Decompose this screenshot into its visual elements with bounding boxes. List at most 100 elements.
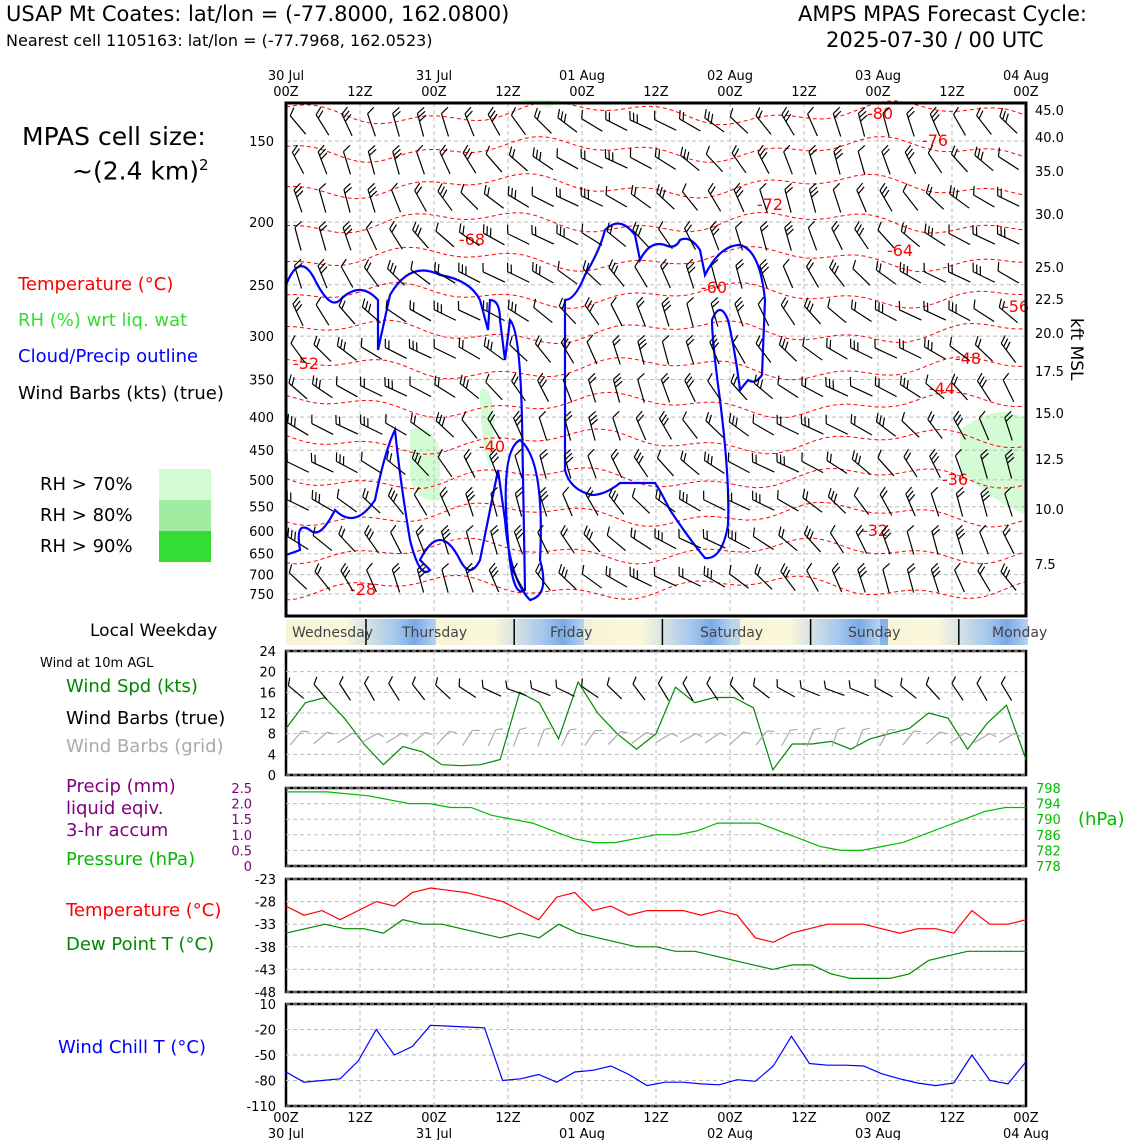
- barb-flag: [338, 416, 341, 426]
- barb-flag: [443, 532, 451, 540]
- barb-staff: [342, 151, 352, 175]
- barb-staff: [654, 575, 677, 587]
- barb-flag: [712, 342, 720, 350]
- barb-flag: [932, 114, 940, 122]
- barb-flag: [856, 182, 864, 191]
- barb-staff: [367, 151, 376, 175]
- wind-barb-4-2: [340, 258, 354, 288]
- barb-flag: [906, 524, 915, 532]
- barb-flag: [562, 338, 569, 347]
- barb-flag: [1001, 301, 1006, 310]
- pres-y-tick-3: 790: [1036, 813, 1061, 828]
- barb-flag: [486, 339, 490, 349]
- wind-barb-2-25: [902, 183, 919, 211]
- barb-flag: [809, 148, 818, 156]
- barb-flag: [711, 224, 719, 232]
- wind-barb-0-18: [729, 108, 749, 134]
- barb-flag: [906, 106, 914, 115]
- barb-flag: [955, 487, 964, 494]
- barb-true-8: [481, 679, 502, 697]
- wind-barb-3-17: [709, 220, 720, 251]
- precip-tick-4: 2.0: [231, 798, 252, 813]
- isotherm-11: [285, 501, 1027, 528]
- barb-staff: [511, 570, 526, 592]
- barb-flag: [386, 450, 390, 460]
- barb-staff: [879, 494, 893, 516]
- barb-flag: [948, 300, 950, 310]
- barb-flag: [660, 372, 668, 381]
- barb-flag: [557, 108, 561, 118]
- barb-flag: [367, 145, 376, 152]
- kft-tick-9: 12.5: [1035, 453, 1064, 468]
- barb-flag: [441, 106, 449, 114]
- wind-barb-8-3: [360, 414, 383, 435]
- wind-barb-7-26: [925, 374, 945, 400]
- wind-barb-3-6: [435, 222, 455, 248]
- barb-staff: [777, 383, 799, 399]
- wind-barb-9-26: [929, 448, 941, 479]
- barb-true-staff: [482, 687, 502, 697]
- wind-barb-12-11: [558, 563, 577, 590]
- wind-barb-9-8: [489, 448, 500, 479]
- barb-staff: [608, 495, 625, 515]
- barb-flag: [655, 489, 658, 499]
- wind-barb-5-5: [409, 300, 432, 322]
- barb-flag: [488, 562, 496, 571]
- wind-barb-3-25: [900, 222, 921, 248]
- barb-flag: [927, 340, 930, 350]
- barb-flag: [442, 528, 450, 536]
- barb-flag: [951, 264, 953, 274]
- barb-flag: [416, 107, 425, 114]
- kft-tick-4: 25.0: [1035, 261, 1064, 276]
- barb-flag: [339, 454, 341, 464]
- barb-staff: [997, 270, 1020, 284]
- barb-flag: [927, 144, 934, 154]
- barb-flag: [311, 375, 315, 385]
- legend-windspd: Wind Spd (kts): [66, 676, 198, 697]
- barb-staff: [709, 227, 720, 251]
- barb-grid-staff: [755, 730, 768, 746]
- barb-flag: [482, 224, 485, 234]
- barb-flag: [901, 411, 906, 421]
- barb-flag: [930, 562, 939, 571]
- wind-barb-1-11: [556, 148, 579, 170]
- barb-flag: [638, 455, 644, 464]
- barb-flag: [782, 258, 790, 267]
- barb-staff: [732, 342, 746, 364]
- chill-y-tick-2: -50: [255, 1049, 276, 1064]
- barb-flag: [879, 486, 886, 495]
- barb-staff: [954, 569, 965, 593]
- barb-flag: [686, 151, 690, 161]
- nearest-cell-subtitle: Nearest cell 1105163: lat/lon = (-77.796…: [6, 31, 433, 50]
- barb-grid-23: [855, 727, 871, 747]
- barb-flag: [776, 414, 778, 424]
- barb-flag: [340, 258, 347, 267]
- barb-grid-7: [462, 729, 480, 746]
- barb-flag: [516, 418, 524, 426]
- wind-y-tick-6: 24: [259, 645, 276, 660]
- bottom-hour-6: 00Z: [717, 1111, 743, 1126]
- barb-flag: [658, 491, 662, 501]
- barb-flag: [636, 452, 642, 461]
- barb-grid-29: [998, 732, 1021, 744]
- barb-staff: [850, 385, 873, 397]
- barb-flag: [658, 221, 664, 230]
- wind-barb-6-1: [313, 335, 332, 362]
- barb-staff: [632, 229, 650, 249]
- temperature-line: [285, 887, 1027, 943]
- barb-flag: [708, 414, 712, 424]
- barb-staff: [364, 532, 379, 554]
- wind-barb-9-21: [801, 452, 824, 474]
- barb-flag: [314, 492, 317, 502]
- barb-flag: [335, 452, 338, 462]
- wind-barb-3-21: [807, 220, 818, 251]
- barb-flag: [683, 149, 687, 159]
- barb-flag: [288, 374, 292, 384]
- barb-flag: [702, 528, 705, 538]
- barb-flag: [661, 262, 669, 271]
- barb-staff: [288, 382, 308, 400]
- barb-flag: [950, 145, 956, 155]
- wind-barb-8-13: [612, 410, 621, 441]
- barb-flag: [731, 145, 737, 154]
- wind-barb-10-13: [608, 487, 625, 515]
